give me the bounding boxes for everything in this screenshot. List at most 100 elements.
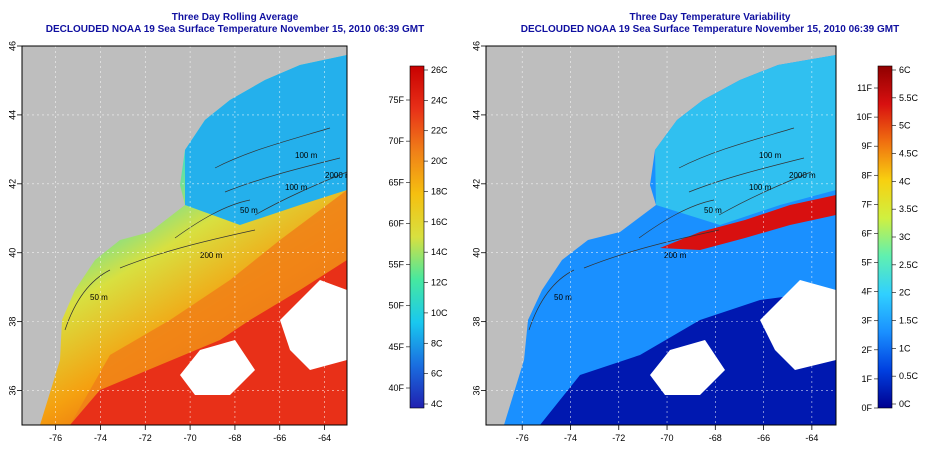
colorbar-celsius-label: 1.5C xyxy=(899,316,919,326)
y-tick-label: 40 xyxy=(471,248,481,258)
y-tick-label: 38 xyxy=(471,317,481,327)
left-hot-water xyxy=(70,260,347,425)
colorbar-celsius-label: 2C xyxy=(899,288,911,298)
y-tick-label: 42 xyxy=(7,179,17,189)
colorbar-celsius-label: 12C xyxy=(431,278,448,288)
colorbar-fahrenheit-label: 65F xyxy=(388,177,404,187)
right-high-variability-front xyxy=(660,195,836,250)
colorbar-fahrenheit-label: 55F xyxy=(388,260,404,270)
colorbar-fahrenheit-label: 1F xyxy=(861,374,872,384)
y-tick-label: 36 xyxy=(471,386,481,396)
y-tick-label: 38 xyxy=(7,317,17,327)
colorbar-celsius-label: 6C xyxy=(431,369,443,379)
colorbar-celsius-label: 5C xyxy=(899,121,911,131)
colorbar-fahrenheit-label: 40F xyxy=(388,383,404,393)
colorbar-celsius-label: 1C xyxy=(899,343,911,353)
bathymetry-contour xyxy=(174,199,251,239)
x-tick-label: -70 xyxy=(184,433,197,443)
left-map-title-line1: Three Day Rolling Average xyxy=(171,12,299,23)
right-map-title: Three Day Temperature Variability DECLOU… xyxy=(470,12,950,36)
x-tick-label: -76 xyxy=(516,433,529,443)
colorbar-celsius-label: 4C xyxy=(431,399,443,409)
colorbar-celsius-label: 14C xyxy=(431,247,448,257)
contour-label: 100 m xyxy=(759,151,782,160)
colorbar-fahrenheit-label: 7F xyxy=(861,199,872,209)
colorbar-celsius-label: 3.5C xyxy=(899,204,919,214)
y-tick-label: 36 xyxy=(7,386,17,396)
x-tick-label: -68 xyxy=(228,433,241,443)
colorbar-celsius-label: 26C xyxy=(431,65,448,75)
left-y-axis: 36 38 40 42 44 46 xyxy=(7,41,22,396)
colorbar-celsius-label: 8C xyxy=(431,338,443,348)
contour-label: 100 m xyxy=(295,151,318,160)
contour-label: 50 m xyxy=(554,293,572,302)
y-tick-label: 42 xyxy=(471,179,481,189)
bathymetry-contour xyxy=(528,269,575,331)
colorbar-fahrenheit-label: 9F xyxy=(861,141,872,151)
colorbar-fahrenheit-label: 0F xyxy=(861,403,872,413)
left-grid-lines xyxy=(22,46,347,425)
colorbar-fahrenheit-label: 70F xyxy=(388,136,404,146)
right-map-title-line2: DECLOUDED NOAA 19 Sea Surface Temperatur… xyxy=(520,24,900,35)
y-tick-label: 44 xyxy=(7,110,17,120)
colorbar-celsius-label: 22C xyxy=(431,126,448,136)
right-colorbar-labels: 6C 5.5C 5C 4.5C 4C 3.5C 3C 2.5C 2C 1.5C 1C 0.5C 0C 11… xyxy=(856,65,918,413)
colorbar-celsius-label: 24C xyxy=(431,95,448,105)
right-y-axis: 36 38 40 42 44 46 xyxy=(471,41,486,396)
colorbar-celsius-label: 5.5C xyxy=(899,93,919,103)
bathymetry-contour xyxy=(254,171,347,216)
left-clouds xyxy=(180,280,347,395)
contour-label: 2000 m xyxy=(325,171,352,180)
x-tick-label: -68 xyxy=(709,433,722,443)
right-colorbar xyxy=(877,65,893,409)
contour-label: 200 m xyxy=(664,251,687,260)
contour-label: 50 m xyxy=(240,206,258,215)
left-map-title: Three Day Rolling Average DECLOUDED NOAA… xyxy=(0,12,470,36)
colorbar-celsius-label: 10C xyxy=(431,308,448,318)
colorbar-fahrenheit-label: 2F xyxy=(861,345,872,355)
left-map-title-line2: DECLOUDED NOAA 19 Sea Surface Temperatur… xyxy=(45,24,425,35)
right-clouds xyxy=(650,280,836,395)
colorbar-fahrenheit-label: 50F xyxy=(388,301,404,311)
colorbar-celsius-label: 3C xyxy=(899,232,911,242)
bathymetry-contour xyxy=(64,269,111,331)
left-map-frame xyxy=(21,45,348,426)
colorbar-celsius-label: 18C xyxy=(431,186,448,196)
colorbar-celsius-label: 0C xyxy=(899,399,911,409)
x-tick-label: -72 xyxy=(612,433,625,443)
right-gulf-of-maine xyxy=(655,55,836,225)
bathymetry-contour xyxy=(119,229,256,269)
contour-label: 50 m xyxy=(90,293,108,302)
y-tick-label: 40 xyxy=(7,248,17,258)
left-gulf-of-maine xyxy=(185,55,347,225)
left-colorbar-labels: 26C 24C 22C 20C 18C 16C 14C 12C 10C 8C 6C 4C 75F 70F 6… xyxy=(388,65,448,409)
colorbar-celsius-label: 4C xyxy=(899,176,911,186)
right-bathymetry-contours: 100 m 100 m 50 m 2000 m 200 m 50 m xyxy=(528,127,816,331)
colorbar-fahrenheit-label: 5F xyxy=(861,258,872,268)
colorbar-fahrenheit-label: 11F xyxy=(857,83,872,93)
x-tick-label: -64 xyxy=(318,433,331,443)
colorbar-fahrenheit-label: 45F xyxy=(388,342,404,352)
contour-label: 50 m xyxy=(704,206,722,215)
bathymetry-contour xyxy=(638,199,715,239)
colorbar-celsius-label: 6C xyxy=(899,65,911,75)
colorbar-celsius-label: 4.5C xyxy=(899,149,919,159)
bathymetry-contour xyxy=(224,157,341,193)
right-x-axis: -76 -74 -72 -70 -68 -66 -64 xyxy=(516,425,818,443)
colorbar-fahrenheit-label: 75F xyxy=(388,95,404,105)
left-colorbar xyxy=(409,65,425,409)
bathymetry-contour xyxy=(214,127,331,169)
right-grid-lines xyxy=(486,46,836,425)
bathymetry-contour xyxy=(678,127,795,169)
left-map-image: 100 m 100 m 50 m 2000 m 200 m 50 m xyxy=(22,46,352,425)
left-bathymetry-contours: 100 m 100 m 50 m 2000 m 200 m 50 m xyxy=(64,127,352,331)
y-tick-label: 46 xyxy=(7,41,17,51)
colorbar-fahrenheit-label: 10F xyxy=(856,112,872,122)
colorbar-celsius-label: 2.5C xyxy=(899,260,919,270)
right-map-title-line1: Three Day Temperature Variability xyxy=(629,12,791,23)
left-x-axis: -76 -74 -72 -70 -68 -66 -64 xyxy=(49,425,331,443)
x-tick-label: -76 xyxy=(49,433,62,443)
